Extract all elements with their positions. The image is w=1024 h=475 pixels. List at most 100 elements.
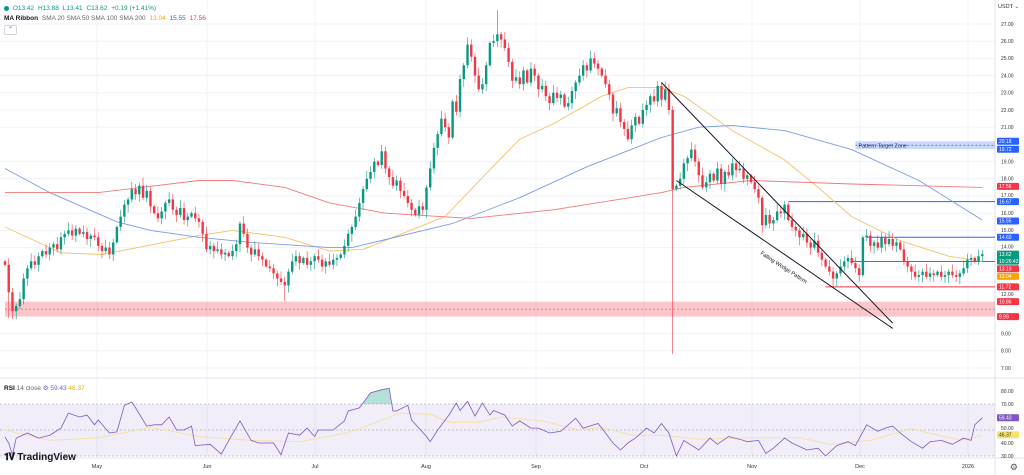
currency-dropdown[interactable]: USDT ⌄ xyxy=(997,4,1019,10)
candle-body xyxy=(111,242,115,255)
candle-body xyxy=(268,266,272,269)
candle-body xyxy=(954,275,958,277)
rsi-name: RSI xyxy=(4,385,15,392)
close-value: C13.62 xyxy=(86,5,108,12)
candle-body xyxy=(354,216,357,227)
rsi-params: 14 close xyxy=(16,385,41,392)
candle-body xyxy=(414,209,417,215)
candle-body xyxy=(697,161,700,176)
candle-body xyxy=(205,233,208,250)
candle-body xyxy=(966,259,969,269)
ohlc-legend: O13.42 H13.88 L13.41 C13.62 +0.19 (+1.41… xyxy=(4,4,208,24)
level-badge-label: 13.19 xyxy=(999,267,1012,273)
ma-value-3: 17.56 xyxy=(189,15,206,22)
zone-label: Pattern Target Zone xyxy=(858,143,907,149)
ma-badge-label: 13.04 xyxy=(999,274,1012,280)
price-tick-label: 25.00 xyxy=(1001,56,1014,62)
candle-body xyxy=(253,249,257,255)
candle-body xyxy=(130,189,134,200)
candle-body xyxy=(951,271,954,276)
candle-body xyxy=(227,252,230,257)
candle-body xyxy=(242,223,245,234)
candle-body xyxy=(481,84,484,90)
candle-body xyxy=(108,247,111,255)
candle-body xyxy=(432,147,436,169)
candle-body xyxy=(902,249,906,262)
candle-body xyxy=(387,168,391,178)
candle-body xyxy=(220,249,223,255)
ma-ribbon-params: SMA 20 SMA 50 SMA 100 SMA 200 xyxy=(41,15,146,22)
candle-body xyxy=(149,190,152,207)
candle-body xyxy=(41,251,44,257)
rsi-tick-label: 40.00 xyxy=(1001,441,1014,447)
candle-body xyxy=(18,299,22,307)
candle-body xyxy=(484,65,488,85)
candle-body xyxy=(708,173,712,183)
zone-bottom-badge xyxy=(997,313,1019,321)
zone-bottom-badge-label: 9.99 xyxy=(999,314,1009,320)
ohlc-row: O13.42 H13.88 L13.41 C13.62 +0.19 (+1.41… xyxy=(4,4,208,14)
candle-body xyxy=(59,237,63,250)
ma-badge xyxy=(997,182,1019,190)
candle-body xyxy=(436,134,439,148)
candle-body xyxy=(820,252,824,260)
candle-body xyxy=(686,158,689,164)
candle-body xyxy=(507,48,510,62)
candle-body xyxy=(734,163,738,171)
candle-body xyxy=(906,261,909,267)
ma-ribbon-name: MA Ribbon xyxy=(4,15,39,22)
high-value: H13.88 xyxy=(37,5,59,12)
candle-body xyxy=(391,177,395,186)
rsi-ma-line xyxy=(4,412,983,445)
candle-body xyxy=(223,252,227,255)
candle-body xyxy=(302,257,305,264)
candle-body xyxy=(608,84,611,95)
candle-body xyxy=(335,257,339,260)
rsi-settings-icon[interactable]: ⚙ xyxy=(42,385,49,392)
candle-body xyxy=(115,226,119,243)
ma-value-2: 15.55 xyxy=(169,15,186,22)
zone-top-badge xyxy=(997,137,1019,145)
candle-body xyxy=(365,178,369,190)
candle-body xyxy=(981,254,984,257)
candle-body xyxy=(701,175,704,188)
candle-body xyxy=(887,239,891,245)
zone-band xyxy=(5,301,995,317)
candle-body xyxy=(921,271,924,276)
candle-body xyxy=(126,199,130,205)
candle-body xyxy=(320,259,324,267)
tradingview-logo[interactable]: 𝟏𝐕 TradingView xyxy=(4,452,76,463)
rsi-tick-label: 70.00 xyxy=(1001,402,1014,408)
chevron-up-icon[interactable]: ⌃ xyxy=(4,25,17,35)
candle-body xyxy=(11,292,14,312)
candle-body xyxy=(649,96,652,105)
candle-body xyxy=(667,89,671,110)
candle-body xyxy=(82,232,85,234)
ma-ribbon-row[interactable]: MA Ribbon SMA 20 SMA 50 SMA 100 SMA 200 … xyxy=(4,14,208,24)
candle-body xyxy=(783,204,786,214)
candle-body xyxy=(880,237,883,248)
candle-body xyxy=(660,85,663,100)
candle-body xyxy=(656,85,659,102)
candle-body xyxy=(977,256,980,262)
candle-body xyxy=(138,185,141,195)
candle-body xyxy=(932,273,935,276)
candle-body xyxy=(578,75,581,83)
candle-body xyxy=(589,58,592,71)
candle-body xyxy=(544,85,548,97)
rsi-tick-label: 50.00 xyxy=(1001,426,1014,432)
candle-body xyxy=(179,208,182,215)
time-axis-label: Aug xyxy=(421,464,431,470)
settings-gear-icon[interactable]: ⚙ xyxy=(1009,462,1018,472)
time-axis-label: Dec xyxy=(855,464,865,470)
rsi-overbought-fill xyxy=(363,388,392,404)
candle-body xyxy=(809,242,812,248)
candle-body xyxy=(537,75,540,90)
candle-body xyxy=(328,261,331,265)
candle-body xyxy=(402,190,406,196)
candle-body xyxy=(622,122,626,129)
candle-body xyxy=(652,96,656,102)
candle-body xyxy=(97,237,100,246)
candle-body xyxy=(567,103,570,107)
